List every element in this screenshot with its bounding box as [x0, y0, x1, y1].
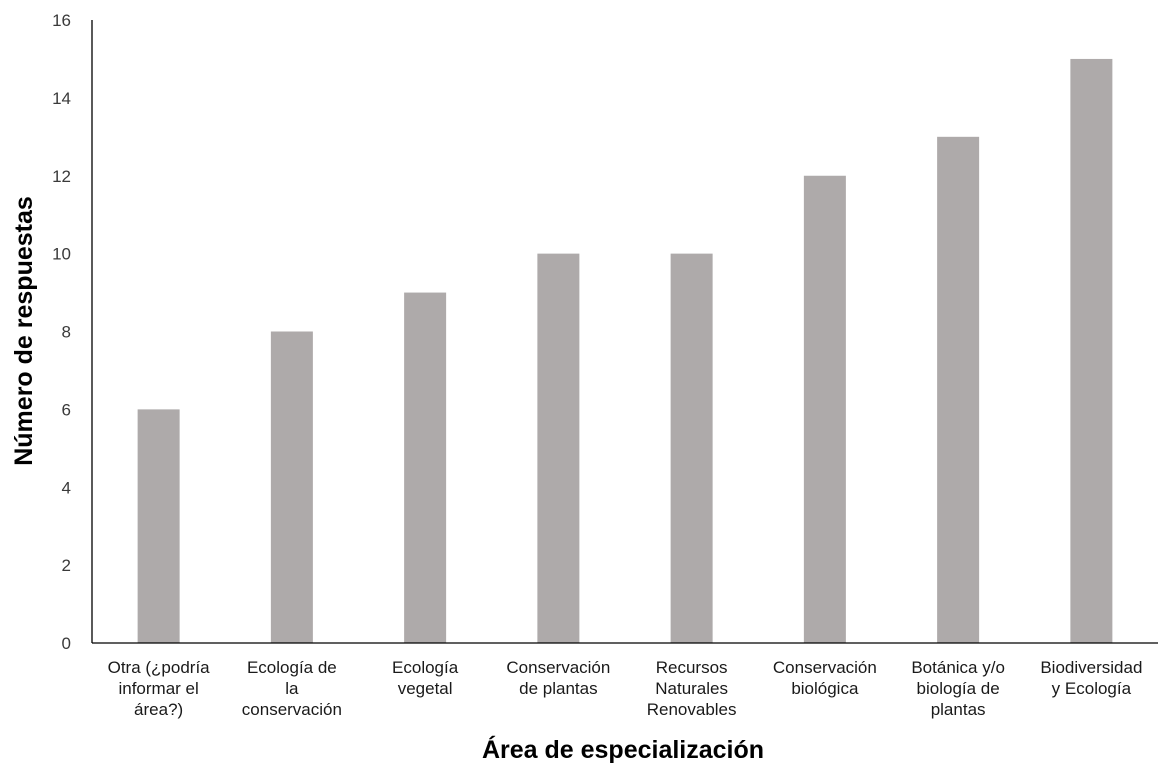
x-category-label-line: de plantas: [519, 679, 597, 698]
y-tick-label: 6: [62, 400, 71, 419]
x-category-label: Recursos Naturales Renovables: [647, 658, 737, 719]
bars-layer: [137, 58, 1113, 643]
x-category-label: Conservación biológica: [773, 658, 877, 698]
x-category-label: Otra (¿podría informar el área?): [108, 658, 211, 719]
x-category-label-line: Naturales: [655, 679, 728, 698]
bar: [670, 253, 713, 643]
x-category-label: Ecología vegetal: [392, 658, 459, 698]
x-category-label: Botánica y/o biología de plantas: [911, 658, 1005, 719]
y-tick-label: 10: [52, 245, 71, 264]
x-category-label-line: vegetal: [398, 679, 453, 698]
x-category-label-line: Renovables: [647, 700, 737, 719]
bar: [937, 136, 980, 643]
x-category-label-line: la: [285, 679, 299, 698]
x-category-label-line: plantas: [931, 700, 986, 719]
x-category-label: Conservación de plantas: [506, 658, 610, 698]
bar: [1070, 58, 1113, 643]
x-category-label-line: Conservación: [506, 658, 610, 677]
bar: [270, 331, 313, 643]
x-category-label-line: Recursos: [656, 658, 728, 677]
bar: [404, 292, 447, 643]
x-category-label: Biodiversidad y Ecología: [1040, 658, 1142, 698]
x-axis-title: Área de especialización: [482, 735, 764, 764]
bar: [537, 253, 580, 643]
y-tick-labels: 0 2 4 6 8 10 12 14 16: [52, 11, 71, 653]
x-category-label: Ecología de la conservación: [242, 658, 342, 719]
x-category-labels: Otra (¿podría informar el área?) Ecología d…: [108, 658, 1143, 719]
bar: [803, 175, 846, 643]
bar: [137, 409, 180, 643]
x-category-label-line: informar el: [118, 679, 198, 698]
y-tick-label: 16: [52, 11, 71, 30]
x-category-label-line: conservación: [242, 700, 342, 719]
y-tick-label: 8: [62, 323, 71, 342]
y-axis-title: Número de respuestas: [10, 196, 38, 466]
y-tick-label: 14: [52, 89, 71, 108]
x-category-label-line: biológica: [791, 679, 859, 698]
x-category-label-line: Botánica y/o: [911, 658, 1005, 677]
y-tick-label: 2: [62, 556, 71, 575]
y-tick-label: 4: [62, 478, 71, 497]
x-category-label-line: Ecología: [392, 658, 459, 677]
x-category-label-line: Ecología de: [247, 658, 337, 677]
x-category-label-line: Otra (¿podría: [108, 658, 211, 677]
y-tick-label: 0: [62, 634, 71, 653]
x-category-label-line: biología de: [917, 679, 1000, 698]
x-category-label-line: área?): [134, 700, 183, 719]
x-category-label-line: y Ecología: [1052, 679, 1132, 698]
x-category-label-line: Conservación: [773, 658, 877, 677]
x-category-label-line: Biodiversidad: [1040, 658, 1142, 677]
y-tick-label: 12: [52, 167, 71, 186]
